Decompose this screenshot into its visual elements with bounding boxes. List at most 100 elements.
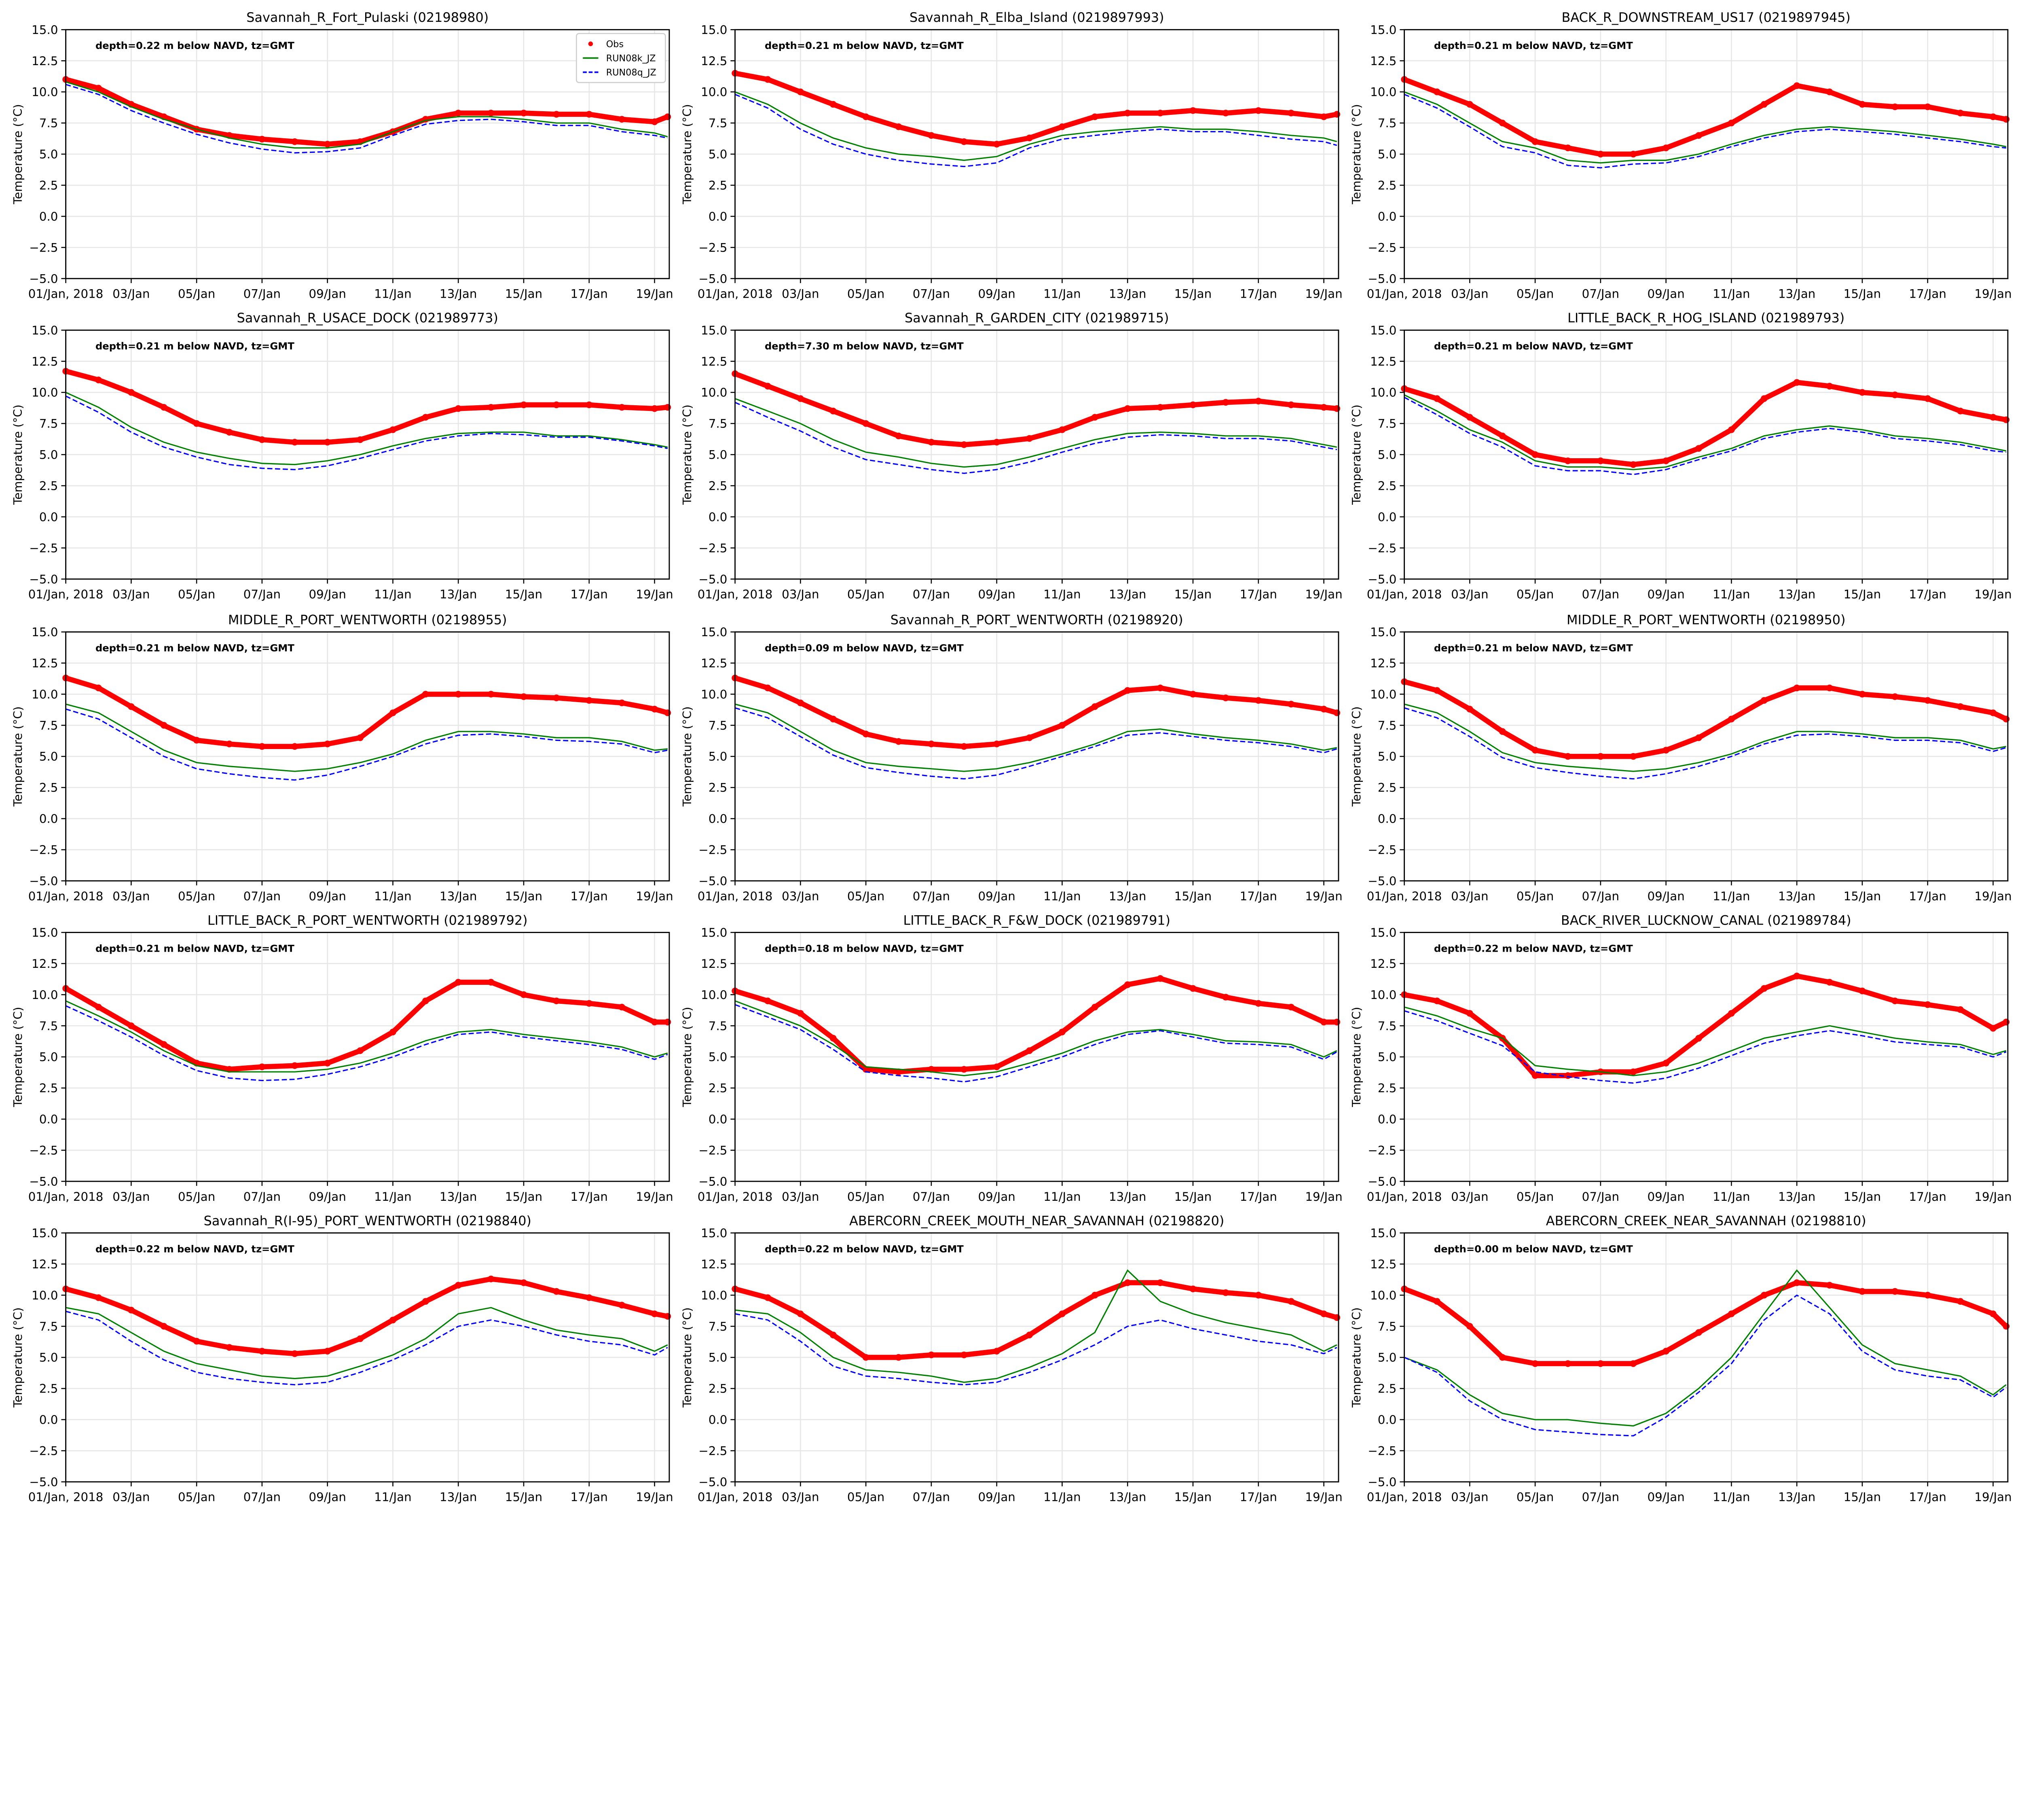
x-tick-label: 05/Jan <box>1516 287 1554 301</box>
x-tick-label: 07/Jan <box>1582 1490 1619 1504</box>
y-tick-label: 7.5 <box>709 719 728 732</box>
x-tick-label: 15/Jan <box>1174 1190 1212 1204</box>
x-tick-label: 13/Jan <box>1778 889 1815 903</box>
y-tick-label: −5.0 <box>29 874 58 888</box>
obs-point <box>193 1337 200 1345</box>
y-tick-label: 15.0 <box>1370 23 1396 37</box>
depth-annotation: depth=7.30 m below NAVD, tz=GMT <box>765 341 964 352</box>
obs-point <box>1597 150 1604 158</box>
y-tick-label: 15.0 <box>701 1226 727 1240</box>
x-tick-label: 13/Jan <box>1109 588 1146 601</box>
series-run08k <box>1404 1269 2007 1427</box>
obs-point <box>160 722 167 729</box>
obs-point <box>487 1276 495 1282</box>
obs-point <box>324 1060 331 1067</box>
series-run08q <box>734 402 1337 474</box>
obs-point <box>862 113 869 121</box>
legend-obs-marker <box>588 41 593 47</box>
obs-point <box>1630 461 1637 468</box>
obs-point <box>128 1306 135 1314</box>
obs-point <box>960 1066 968 1073</box>
obs-point <box>1466 705 1473 713</box>
x-tick-label: 11/Jan <box>1043 588 1081 601</box>
x-tick-label: 15/Jan <box>1174 1490 1212 1504</box>
legend-run08q-label: RUN08q_JZ <box>606 68 656 78</box>
y-tick-label: −2.5 <box>698 241 727 254</box>
y-tick-label: 12.5 <box>701 957 727 971</box>
x-tick-label: 19/Jan <box>1974 1490 2011 1504</box>
x-tick-label: 17/Jan <box>571 889 608 903</box>
x-tick-label: 09/Jan <box>309 889 346 903</box>
y-tick-label: 15.0 <box>1370 926 1396 940</box>
obs-point <box>1026 134 1033 142</box>
y-tick-label: 0.0 <box>709 812 728 826</box>
x-tick-label: 07/Jan <box>913 588 950 601</box>
y-tick-label: 15.0 <box>32 926 58 940</box>
subplot-panel: −5.0 −2.5 0.0 2.5 5.0 7.5 10.0 12.5 15.0 01/Jan, … <box>11 10 673 301</box>
y-axis-label: Temperature (°C) <box>11 1307 25 1408</box>
obs-point <box>1957 703 1964 710</box>
x-tick-label: 05/Jan <box>178 889 215 903</box>
x-tick-label: 05/Jan <box>847 588 884 601</box>
x-tick-label: 13/Jan <box>1109 287 1146 301</box>
y-tick-label: 7.5 <box>1378 719 1397 732</box>
obs-point <box>1826 88 1833 95</box>
x-tick-label: 13/Jan <box>1109 1190 1146 1204</box>
y-tick-label: 0.0 <box>709 510 728 524</box>
obs-point <box>1499 119 1506 127</box>
obs-point <box>928 1351 935 1359</box>
obs-point <box>1124 981 1131 988</box>
x-tick-label: 07/Jan <box>243 588 281 601</box>
series-run08k <box>735 1000 1337 1077</box>
y-tick-label: 12.5 <box>701 656 727 670</box>
series-run08q <box>1404 1010 2007 1084</box>
depth-annotation: depth=0.00 m below NAVD, tz=GMT <box>1434 1243 1633 1255</box>
axes-frame <box>734 29 1339 279</box>
y-axis-label: Temperature (°C) <box>680 404 694 505</box>
obs-point <box>95 85 102 92</box>
obs-point <box>829 1331 837 1339</box>
obs-point <box>1059 426 1066 433</box>
x-tick-label: 05/Jan <box>178 1490 215 1504</box>
y-tick-label: 5.0 <box>39 448 58 462</box>
obs-point <box>1222 694 1229 701</box>
obs-point <box>797 699 804 707</box>
obs-point <box>829 101 837 108</box>
obs-point <box>1255 1000 1262 1007</box>
x-tick-label: 11/Jan <box>374 588 411 601</box>
obs-point <box>764 76 771 83</box>
axes-frame <box>1404 329 2009 580</box>
x-tick-label: 05/Jan <box>1516 1490 1554 1504</box>
series-run08q <box>734 93 1337 167</box>
series-run08q <box>66 84 668 154</box>
obs-point <box>1924 697 1931 704</box>
y-tick-label: −2.5 <box>29 1444 58 1458</box>
y-tick-label: −5.0 <box>698 1175 727 1188</box>
series-run08k <box>735 398 1337 468</box>
y-tick-label: 10.0 <box>32 688 58 701</box>
obs-point <box>862 730 869 738</box>
y-tick-label: 0.0 <box>1378 1113 1397 1126</box>
obs-point <box>226 741 233 747</box>
obs-point <box>993 438 1000 446</box>
obs-point <box>160 1323 167 1330</box>
y-tick-label: 5.0 <box>709 1351 728 1365</box>
obs-point <box>1189 691 1197 698</box>
y-tick-label: 2.5 <box>1378 179 1397 193</box>
y-tick-label: 2.5 <box>709 179 728 193</box>
series-run08q <box>66 708 668 781</box>
obs-point <box>1531 1360 1539 1367</box>
y-tick-label: −5.0 <box>1368 272 1396 286</box>
x-tick-label: 05/Jan <box>1516 889 1554 903</box>
obs-point <box>1859 1288 1866 1295</box>
obs-point <box>1091 113 1098 121</box>
y-axis-label: Temperature (°C) <box>11 404 25 505</box>
subplot-panel: −5.0 −2.5 0.0 2.5 5.0 7.5 10.0 12.5 15.0 01/Jan, … <box>680 310 1343 601</box>
obs-point <box>1320 705 1327 713</box>
x-tick-label: 09/Jan <box>309 287 346 301</box>
legend-obs-label: Obs <box>606 39 624 49</box>
obs-point <box>389 1316 396 1324</box>
obs-point <box>291 1350 298 1357</box>
subplot-title: ABERCORN_CREEK_MOUTH_NEAR_SAVANNAH (0219… <box>849 1213 1224 1228</box>
axes-frame <box>65 29 670 279</box>
